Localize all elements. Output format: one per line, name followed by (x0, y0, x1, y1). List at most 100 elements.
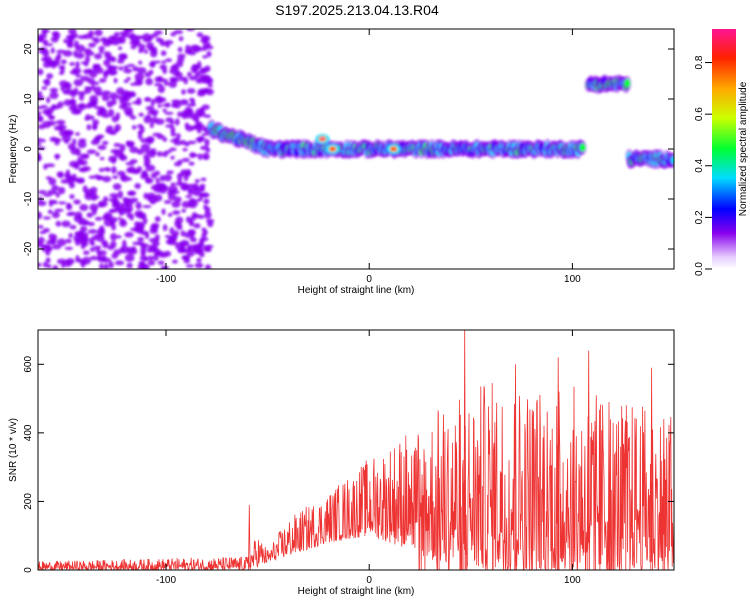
heatmap-cell (47, 209, 53, 215)
snr-x-label: Height of straight line (km) (298, 586, 415, 597)
heatmap-cell (101, 257, 112, 263)
heatmap-cell (170, 182, 177, 186)
heatmap-cell (181, 208, 187, 213)
heatmap-cell (127, 141, 135, 147)
heatmap-cell (42, 61, 51, 68)
heatmap-cell (198, 74, 208, 78)
heatmap-cell (117, 190, 124, 199)
heatmap-cell (89, 255, 98, 261)
heatmap-cell (149, 151, 156, 158)
heatmap-cell (93, 105, 102, 110)
heatmap-cell (119, 31, 129, 36)
heatmap-cell (176, 133, 181, 139)
heatmap-cell (55, 138, 62, 143)
heatmap-cell (69, 224, 77, 230)
heatmap-cell (98, 45, 105, 52)
heatmap-cell (136, 148, 145, 155)
heatmap-cell (110, 99, 117, 106)
heatmap-cell (66, 202, 72, 209)
heatmap-cell (109, 208, 116, 213)
heatmap-cell (48, 199, 58, 204)
y-tick-label: 0 (23, 146, 34, 152)
heatmap-cell (203, 114, 211, 119)
heatmap-cell (200, 192, 210, 198)
heatmap-cell (150, 49, 158, 58)
heatmap-cell (195, 71, 202, 76)
heatmap-cell (191, 64, 198, 68)
heatmap-cell (38, 200, 47, 207)
heatmap-cell (104, 167, 111, 172)
heatmap-cell (43, 193, 52, 197)
heatmap-cell (84, 55, 90, 64)
heatmap-cell (45, 163, 56, 168)
heatmap-cell (58, 65, 66, 70)
snr-frame (37, 329, 675, 571)
heatmap-cell (163, 200, 172, 204)
heatmap-cell (163, 174, 172, 182)
heatmap-cell (187, 140, 197, 145)
heatmap-cell (52, 104, 61, 110)
heatmap-cell (49, 237, 57, 246)
heatmap-cell (142, 39, 152, 43)
heatmap-cell (86, 149, 97, 155)
heatmap-cell (134, 72, 145, 81)
heatmap-cell (157, 104, 162, 108)
heatmap-cell (193, 214, 202, 218)
heatmap-cell (47, 120, 57, 126)
heatmap-cell (195, 79, 204, 84)
heatmap-cell (161, 208, 166, 215)
heatmap-cell (187, 187, 192, 196)
heatmap-cell (162, 108, 167, 113)
heatmap-cell (75, 52, 85, 59)
heatmap-cell (73, 40, 79, 49)
heatmap-cell (203, 45, 214, 50)
heatmap-cell (140, 266, 146, 269)
x-tick-label: -100 (156, 575, 176, 586)
heatmap-cell (46, 96, 51, 104)
heatmap-cell (79, 168, 88, 173)
heatmap-cell (130, 34, 139, 43)
heatmap-cell (147, 46, 157, 51)
heatmap-cell (130, 227, 139, 232)
heatmap-cell (94, 216, 103, 221)
heatmap-cell (156, 134, 165, 140)
heatmap-cell (41, 244, 50, 248)
heatmap-cell (109, 92, 118, 100)
heatmap-cell (73, 199, 81, 205)
heatmap-cell (75, 74, 82, 78)
heatmap-cell (137, 80, 143, 85)
heatmap-cell (56, 238, 67, 247)
heatmap-cell (95, 234, 105, 242)
heatmap-cell (160, 50, 167, 56)
heatmap-cell (123, 102, 132, 106)
heatmap-cell (137, 67, 147, 74)
y-tick-label: 400 (23, 424, 34, 441)
heatmap-cell (107, 129, 116, 135)
heatmap-cell (134, 183, 141, 190)
heatmap-cell (579, 143, 586, 152)
heatmap-cell (148, 61, 156, 68)
heatmap-cell (186, 245, 192, 252)
heatmap-cell (108, 65, 113, 73)
heatmap-cell (200, 177, 207, 182)
heatmap-cell (143, 192, 149, 200)
heatmap-cell (103, 59, 111, 67)
heatmap-cell (173, 29, 184, 35)
heatmap-cell (72, 138, 77, 146)
heatmap-cell (197, 153, 203, 161)
heatmap-cell (157, 85, 166, 94)
heatmap-cell (94, 53, 103, 60)
heatmap-cell (198, 239, 205, 247)
x-tick-label: 100 (564, 575, 581, 586)
heatmap-cell (102, 242, 109, 249)
heatmap-cell (102, 71, 109, 76)
heatmap-cell (60, 59, 67, 65)
heatmap-cell (154, 234, 160, 241)
snr-panel: -100 0 100 0 200 400 600 Height of straight li… (8, 329, 675, 597)
heatmap-cell (127, 191, 136, 196)
heatmap-cell (110, 232, 118, 241)
heatmap-cell (178, 36, 184, 42)
heatmap-cell (80, 75, 90, 82)
heatmap-cell (140, 173, 150, 180)
